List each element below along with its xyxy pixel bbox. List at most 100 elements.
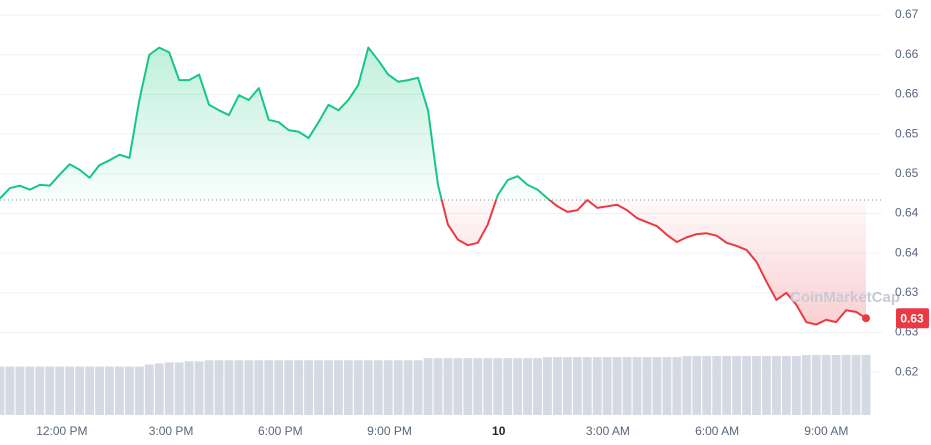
y-tick-label: 0.64 [895,206,919,220]
volume-bar [124,366,134,415]
volume-bar [592,357,602,415]
volume-bar [174,362,184,415]
volume-bar [513,358,523,415]
volume-bar [503,358,513,415]
volume-bar [254,360,264,415]
plot [0,46,882,326]
volume-bar [343,360,353,415]
y-tick-label: 0.63 [895,285,919,299]
volume-bar [781,356,791,415]
volume-bar [304,360,313,415]
volume-bar [791,356,801,415]
volume-bar [433,358,443,415]
volume-bar [224,360,234,415]
price-line [0,46,867,326]
volume-bar [612,357,622,415]
volume-bar [801,355,811,415]
volume-bar [75,366,85,415]
volume-bar [134,366,144,415]
volume-bar [363,360,373,415]
volume-bar [771,356,781,415]
volume-bar [553,357,562,415]
volume-bar [543,357,552,415]
volume-bar [353,360,363,415]
volume-bar [5,366,15,415]
volume-bar [314,360,323,415]
volume-bar [851,355,861,415]
volume-bar [861,355,871,415]
volume-bar [642,357,652,415]
volume-bar [533,358,542,415]
y-tick-label: 0.65 [895,166,919,180]
volume-bar [762,356,771,415]
volume-bar [453,358,463,415]
y-tick-label: 0.66 [895,87,919,101]
volume-bar [234,360,244,415]
volume-bar [632,357,642,415]
volume-bar [25,366,35,415]
volume-bar [154,363,164,415]
volume-bar [373,360,383,415]
volume-bar [393,360,403,415]
volume-bar [562,357,572,415]
volume-bar [284,360,294,415]
volume-bar [811,355,821,415]
volume-bar [463,358,473,415]
volume-bar [662,357,672,415]
volume-bar [672,357,682,415]
volume-bar [582,357,592,415]
volume-bar [732,356,742,415]
volume-bar [144,364,154,415]
volume-bar [45,366,55,415]
volume-bar [0,366,5,415]
volume-bar [184,361,194,415]
volume-bars [0,355,871,415]
labels: 0.67 0.66 0.66 0.65 0.65 0.64 0.64 0.63 0.63 0.62… [36,7,929,438]
volume-bar [294,360,304,415]
volume-bar [15,366,25,415]
volume-bar [572,357,582,415]
volume-bar [602,357,612,415]
volume-bar [105,366,114,415]
y-tick-label: 0.66 [895,47,919,61]
volume-bar [742,356,751,415]
volume-bar [264,360,274,415]
x-tick-label: 6:00 AM [695,424,739,438]
volume-bar [403,360,413,415]
x-tick-label: 9:00 PM [367,424,412,438]
volume-bar [35,366,45,415]
volume-bar [702,356,712,415]
y-tick-label: 0.62 [895,364,919,378]
volume-bar [493,358,503,415]
volume-bar [194,361,204,415]
volume-bar [682,356,692,415]
volume-bar [164,362,174,415]
volume-bar [85,366,95,415]
y-tick-label: 0.65 [895,126,919,140]
volume-bar [443,358,453,415]
volume-bar [115,366,124,415]
x-tick-label: 3:00 AM [586,424,630,438]
price-tag-label: 0.63 [900,311,924,325]
volume-bar [821,355,831,415]
volume-bar [752,356,761,415]
volume-bar [712,356,722,415]
price-tag [896,308,929,329]
volume-bar [841,355,851,415]
volume-bar [423,358,433,415]
x-tick-label: 10 [492,424,506,438]
volume-bar [473,358,483,415]
price-area [0,47,866,325]
volume-bar [413,360,423,415]
volume-bar [95,366,104,415]
volume-bar [523,358,532,415]
volume-bar [55,366,65,415]
volume-bar [334,360,343,415]
volume-bar [274,360,284,415]
volume-bar [244,360,254,415]
volume-bar [831,355,841,415]
volume-bar [692,356,702,415]
volume-bar [204,360,214,415]
volume-bar [652,357,662,415]
y-tick-label: 0.67 [895,7,919,21]
